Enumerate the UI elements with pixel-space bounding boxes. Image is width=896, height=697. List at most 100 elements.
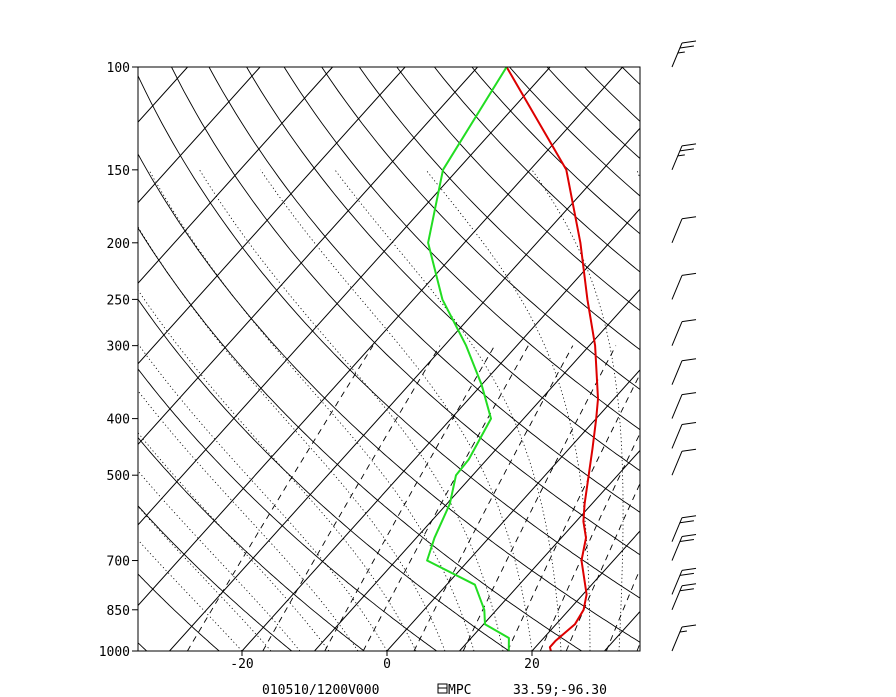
footer-datetime: 010510/1200V000 xyxy=(262,683,379,697)
wind-barb xyxy=(671,515,697,542)
dry-adiabat-line xyxy=(283,67,640,431)
wind-barb xyxy=(671,534,697,561)
pressure-tick-label: 1000 xyxy=(99,645,130,660)
background-grid xyxy=(0,67,896,651)
footer-location: 33.59;-96.30 xyxy=(513,683,607,697)
temperature-tick-label: 20 xyxy=(524,657,540,672)
dry-adiabat-line xyxy=(171,67,640,556)
isotherm-line xyxy=(459,449,640,651)
pressure-tick-label: 700 xyxy=(107,555,130,570)
temperature-tick-label: 0 xyxy=(383,657,391,672)
pressure-tick-labels: 100 150 200 250 300 400 500 700 850 1000 xyxy=(99,61,138,660)
dry-adiabat-line xyxy=(358,67,640,351)
mixing-ratio-line xyxy=(507,373,640,651)
temperature-tick-labels: -20 0 20 xyxy=(230,651,540,672)
wind-barb xyxy=(671,448,697,476)
dry-adiabat-line xyxy=(434,67,640,273)
dry-adiabat-line xyxy=(621,67,640,86)
wind-barb xyxy=(671,40,697,68)
isotherm-line xyxy=(750,67,896,651)
isotherm-line xyxy=(138,67,478,446)
moist-adiabat-line xyxy=(677,170,723,651)
isotherm-line xyxy=(604,610,640,651)
isotherm-line xyxy=(241,208,640,651)
wind-barb xyxy=(671,358,697,385)
mixing-ratio-line xyxy=(362,345,529,651)
moist-adiabat-line xyxy=(138,289,417,651)
wind-barb xyxy=(671,392,697,419)
wind-barbs xyxy=(671,40,697,652)
sounding-series-line-1 xyxy=(505,67,599,651)
isotherm-line xyxy=(677,67,896,651)
dry-adiabat-line xyxy=(321,67,640,390)
isotherm-line xyxy=(138,67,333,284)
isotherm-line xyxy=(531,530,640,651)
wind-barb xyxy=(671,272,697,300)
wind-barb xyxy=(671,143,697,171)
dry-adiabat-line xyxy=(138,153,640,643)
isotherm-line xyxy=(138,67,188,123)
dry-adiabat-line xyxy=(246,67,640,472)
isotherm-line xyxy=(386,369,640,651)
moist-adiabat-line xyxy=(148,169,475,651)
dry-adiabat-line xyxy=(509,67,640,197)
moist-adiabat-line xyxy=(531,169,624,651)
pressure-tick-label: 300 xyxy=(107,340,130,355)
footer: 010510/1200V000 MPC 33.59;-96.30 xyxy=(262,683,607,697)
pressure-tick-label: 250 xyxy=(107,293,130,308)
isotherm-line xyxy=(138,67,261,204)
footer-source: MPC xyxy=(448,683,471,697)
pressure-tick-label: 150 xyxy=(107,164,130,179)
dry-adiabat-line xyxy=(138,368,437,651)
pressure-tick-label: 500 xyxy=(107,469,130,484)
moist-adiabat-line xyxy=(636,169,640,180)
wind-barb xyxy=(671,567,697,595)
moist-adiabat-line xyxy=(138,505,272,651)
dry-adiabat-line xyxy=(0,67,74,651)
sounding-series-line-2 xyxy=(426,67,510,651)
dry-adiabat-line xyxy=(138,298,510,651)
dry-adiabat-line xyxy=(138,74,640,599)
wind-barb xyxy=(671,421,697,449)
isotherm-line xyxy=(0,67,43,651)
pressure-tick-label: 200 xyxy=(107,237,130,252)
wind-barb xyxy=(671,583,697,610)
plot-frame xyxy=(137,66,641,652)
dry-adiabat-line xyxy=(697,67,896,651)
moist-adiabat-line xyxy=(138,343,388,651)
temperature-tick-label: -20 xyxy=(230,657,253,672)
mixing-ratio-line xyxy=(539,432,640,651)
dry-adiabat-line xyxy=(138,573,220,651)
dry-adiabat-line xyxy=(138,436,365,651)
mixing-ratio-line xyxy=(636,642,640,651)
dry-adiabat-line xyxy=(584,67,640,122)
isotherm-line xyxy=(169,127,640,651)
dry-adiabat-line xyxy=(138,227,582,651)
isotherm-line xyxy=(314,288,640,651)
wind-barb xyxy=(671,216,697,243)
moist-adiabat-line xyxy=(138,470,301,651)
wind-barb xyxy=(671,624,697,652)
pressure-tick-label: 400 xyxy=(107,413,130,428)
isotherm-line xyxy=(138,67,406,365)
moist-adiabat-line xyxy=(199,169,504,651)
moist-adiabat-line xyxy=(260,169,533,651)
mixing-ratio-line xyxy=(605,568,640,651)
dry-adiabat-line xyxy=(208,67,640,513)
moist-adiabat-line xyxy=(138,432,330,651)
pressure-tick-label: 100 xyxy=(107,61,130,76)
moist-adiabat-line xyxy=(138,226,446,651)
source-icon xyxy=(437,683,448,694)
mixing-ratio-line xyxy=(413,345,574,651)
mixing-ratio-line xyxy=(262,345,441,651)
wind-barb xyxy=(671,319,697,346)
mixing-ratio-line xyxy=(187,345,374,651)
mixing-ratio-line xyxy=(324,345,495,651)
mixing-ratio-line xyxy=(565,482,640,651)
isotherm-line xyxy=(0,67,115,651)
pressure-tick-label: 850 xyxy=(107,604,130,619)
dry-adiabat-line xyxy=(396,67,640,312)
moist-adiabat-line xyxy=(138,390,359,651)
moist-adiabat-line xyxy=(334,169,562,651)
